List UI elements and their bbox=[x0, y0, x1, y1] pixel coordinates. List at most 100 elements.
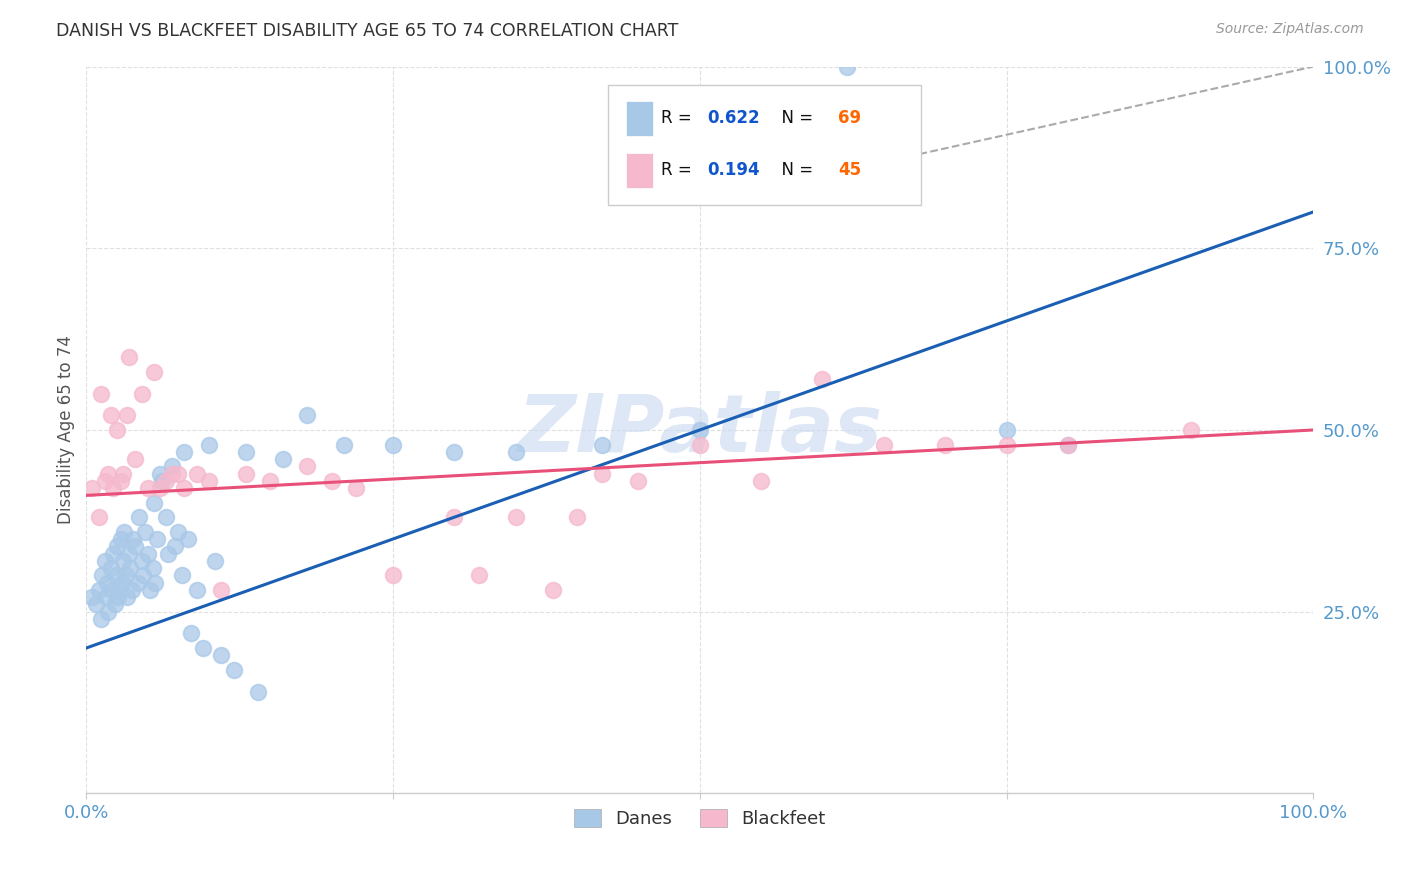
Point bbox=[382, 568, 405, 582]
Point bbox=[149, 481, 172, 495]
Point bbox=[180, 626, 202, 640]
Point bbox=[995, 423, 1018, 437]
Point bbox=[118, 547, 141, 561]
Text: N =: N = bbox=[770, 110, 818, 128]
Point bbox=[112, 467, 135, 481]
Point bbox=[100, 561, 122, 575]
Point bbox=[167, 467, 190, 481]
Point bbox=[90, 386, 112, 401]
Point bbox=[124, 452, 146, 467]
Point bbox=[87, 582, 110, 597]
Point bbox=[90, 612, 112, 626]
Point bbox=[115, 590, 138, 604]
Point bbox=[155, 510, 177, 524]
Point bbox=[505, 444, 527, 458]
Point bbox=[259, 474, 281, 488]
Point bbox=[157, 547, 180, 561]
Point bbox=[132, 568, 155, 582]
Point bbox=[247, 684, 270, 698]
Point bbox=[146, 532, 169, 546]
FancyBboxPatch shape bbox=[626, 101, 654, 136]
Point bbox=[128, 510, 150, 524]
Point bbox=[873, 437, 896, 451]
Point bbox=[591, 467, 613, 481]
Point bbox=[149, 467, 172, 481]
Text: ZIPatlas: ZIPatlas bbox=[517, 391, 883, 469]
Point bbox=[160, 459, 183, 474]
Point bbox=[93, 554, 115, 568]
Point bbox=[565, 510, 588, 524]
Y-axis label: Disability Age 65 to 74: Disability Age 65 to 74 bbox=[58, 335, 75, 524]
Point bbox=[222, 663, 245, 677]
Point bbox=[1180, 423, 1202, 437]
Point bbox=[627, 474, 650, 488]
Point bbox=[198, 437, 221, 451]
Point bbox=[96, 575, 118, 590]
Point bbox=[142, 365, 165, 379]
Text: Source: ZipAtlas.com: Source: ZipAtlas.com bbox=[1216, 22, 1364, 37]
Point bbox=[82, 590, 104, 604]
Point bbox=[120, 561, 142, 575]
Point bbox=[1057, 437, 1080, 451]
Point bbox=[103, 547, 125, 561]
Point bbox=[333, 437, 356, 451]
Point bbox=[84, 598, 107, 612]
FancyBboxPatch shape bbox=[626, 153, 654, 187]
Point bbox=[100, 409, 122, 423]
Point bbox=[186, 467, 208, 481]
Point bbox=[295, 409, 318, 423]
Point bbox=[139, 582, 162, 597]
Point bbox=[124, 539, 146, 553]
Text: 0.194: 0.194 bbox=[707, 161, 759, 179]
Point bbox=[382, 437, 405, 451]
Point bbox=[136, 547, 159, 561]
Point bbox=[934, 437, 956, 451]
Point bbox=[134, 524, 156, 539]
Text: 0.622: 0.622 bbox=[707, 110, 759, 128]
Point bbox=[443, 444, 465, 458]
Point bbox=[591, 437, 613, 451]
Point bbox=[82, 481, 104, 495]
Point bbox=[468, 568, 491, 582]
Point bbox=[811, 372, 834, 386]
Point bbox=[443, 510, 465, 524]
Point bbox=[114, 568, 136, 582]
Point bbox=[167, 524, 190, 539]
Point bbox=[105, 423, 128, 437]
Point bbox=[204, 554, 226, 568]
Point bbox=[131, 386, 153, 401]
Point bbox=[505, 510, 527, 524]
Point bbox=[93, 474, 115, 488]
Point bbox=[198, 474, 221, 488]
Text: R =: R = bbox=[661, 161, 696, 179]
Point bbox=[995, 437, 1018, 451]
Point bbox=[127, 575, 149, 590]
Point bbox=[160, 467, 183, 481]
Point bbox=[235, 444, 257, 458]
Point bbox=[155, 474, 177, 488]
Point bbox=[111, 575, 134, 590]
Point bbox=[295, 459, 318, 474]
Point bbox=[163, 539, 186, 553]
Point bbox=[131, 554, 153, 568]
Point bbox=[143, 575, 166, 590]
Point bbox=[209, 648, 232, 663]
Point bbox=[271, 452, 294, 467]
Point bbox=[103, 481, 125, 495]
Point bbox=[835, 60, 858, 74]
Point bbox=[177, 532, 200, 546]
Point bbox=[173, 444, 195, 458]
Point bbox=[118, 351, 141, 365]
Text: N =: N = bbox=[770, 161, 818, 179]
Point bbox=[235, 467, 257, 481]
Point bbox=[209, 582, 232, 597]
Text: DANISH VS BLACKFEET DISABILITY AGE 65 TO 74 CORRELATION CHART: DANISH VS BLACKFEET DISABILITY AGE 65 TO… bbox=[56, 22, 679, 40]
Point bbox=[321, 474, 343, 488]
Point bbox=[749, 474, 772, 488]
Point bbox=[108, 582, 131, 597]
FancyBboxPatch shape bbox=[607, 85, 921, 204]
Point bbox=[136, 481, 159, 495]
Point bbox=[91, 568, 114, 582]
Point bbox=[689, 423, 711, 437]
Point bbox=[87, 510, 110, 524]
